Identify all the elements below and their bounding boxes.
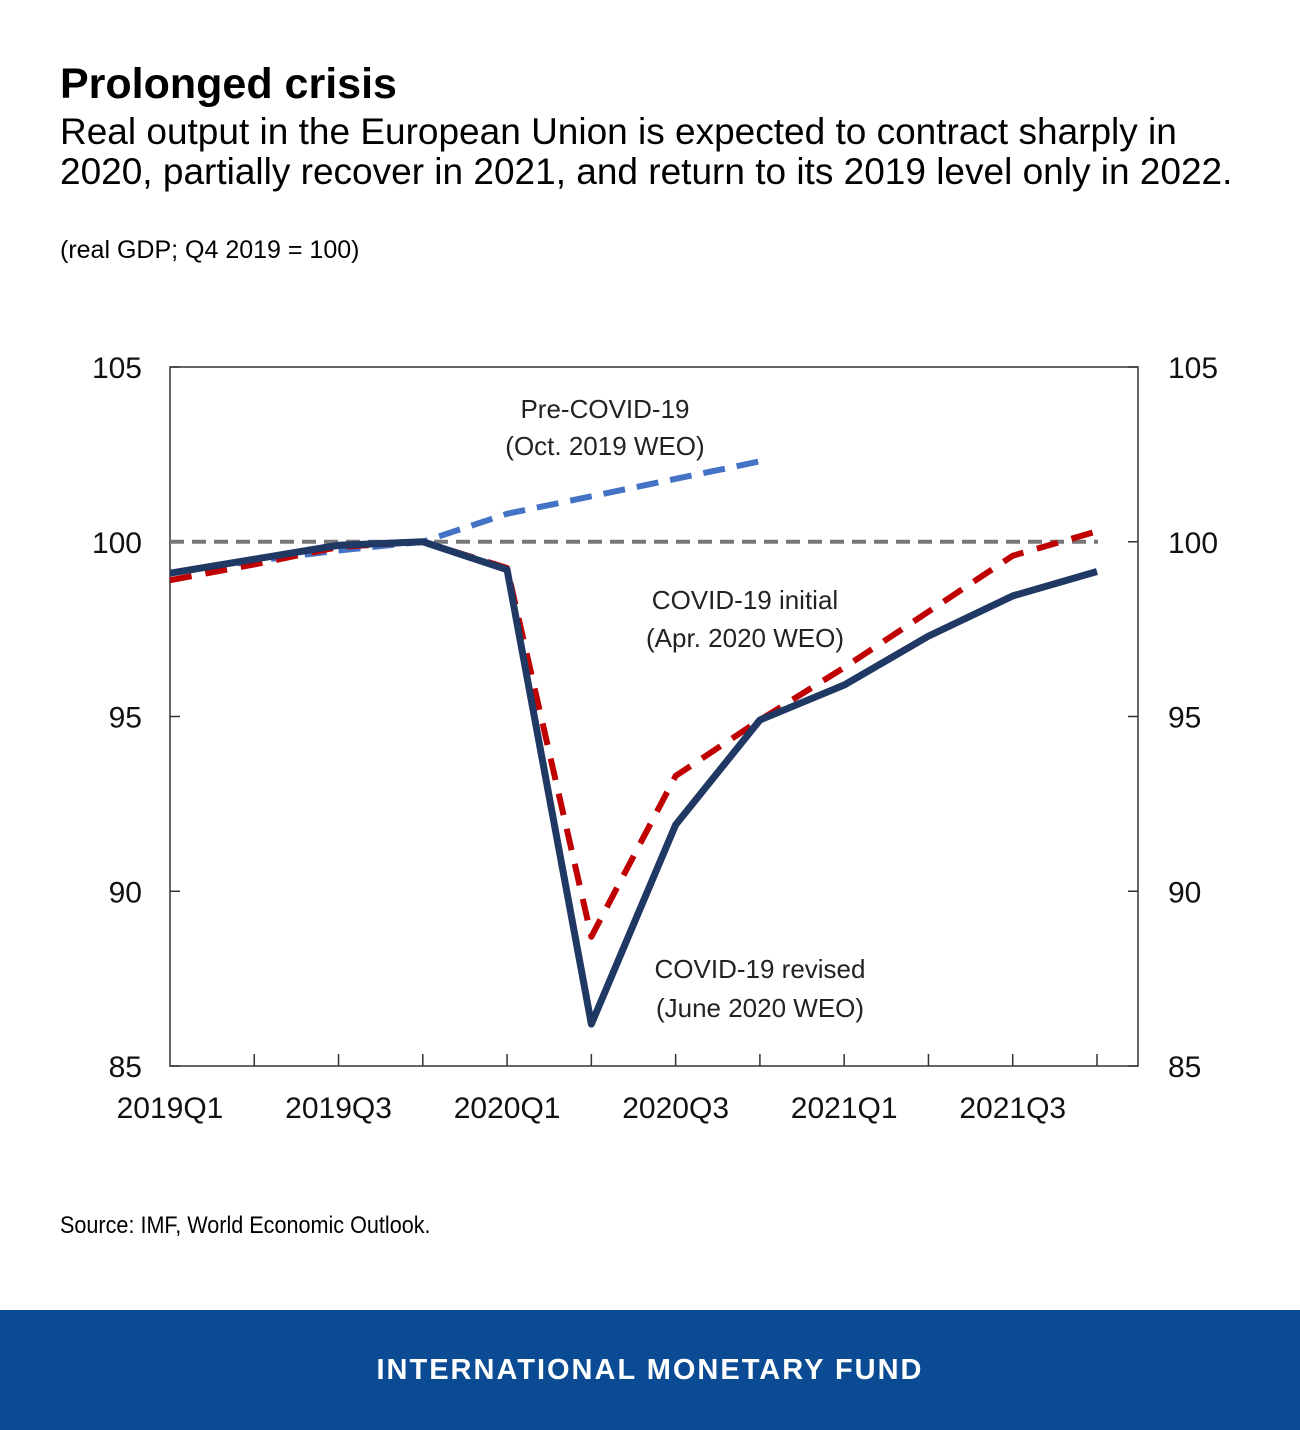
y-tick-label-right: 105 (1168, 352, 1218, 385)
y-tick-label-left: 90 (109, 876, 142, 909)
x-tick-label: 2020Q1 (454, 1092, 561, 1125)
y-tick-label-right: 85 (1168, 1051, 1201, 1084)
x-tick-label: 2019Q3 (285, 1092, 392, 1125)
y-tick-label-left: 100 (92, 527, 142, 560)
y-tick-label-left: 105 (92, 352, 142, 385)
series-label-sub-0: (Oct. 2019 WEO) (505, 431, 704, 461)
x-tick-label: 2020Q3 (622, 1092, 729, 1125)
line-chart: 85 85 90 90 95 95 100 100 105 105 2019Q1 2019Q3 2020… (92, 352, 1218, 1125)
y-tick-label-left: 85 (109, 1051, 142, 1084)
chart-title: Prolonged crisis (60, 60, 397, 108)
y-tick-label-right: 95 (1168, 702, 1201, 735)
footer-label: INTERNATIONAL MONETARY FUND (376, 1353, 924, 1386)
series-label-1: COVID-19 initial (652, 585, 838, 615)
footer-banner: INTERNATIONAL MONETARY FUND (0, 1310, 1300, 1430)
x-tick-label: 2021Q3 (959, 1092, 1066, 1125)
x-tick-label: 2021Q1 (791, 1092, 898, 1125)
chart-subtitle: Real output in the European Union is exp… (60, 111, 1233, 192)
x-tick-label: 2019Q1 (117, 1092, 224, 1125)
series-line-1 (169, 528, 1098, 940)
series-label-0: Pre-COVID-19 (520, 394, 689, 424)
y-tick-label-right: 100 (1168, 527, 1218, 560)
series-line-2 (169, 538, 1098, 1028)
y-tick-label-right: 90 (1168, 876, 1201, 909)
series-label-sub-1: (Apr. 2020 WEO) (646, 623, 844, 653)
y-tick-label-left: 95 (109, 702, 142, 735)
series-label-2: COVID-19 revised (655, 954, 866, 984)
series-label-sub-2: (June 2020 WEO) (656, 993, 864, 1023)
units-label: (real GDP; Q4 2019 = 100) (60, 236, 360, 264)
source-note: Source: IMF, World Economic Outlook. (60, 1212, 431, 1239)
